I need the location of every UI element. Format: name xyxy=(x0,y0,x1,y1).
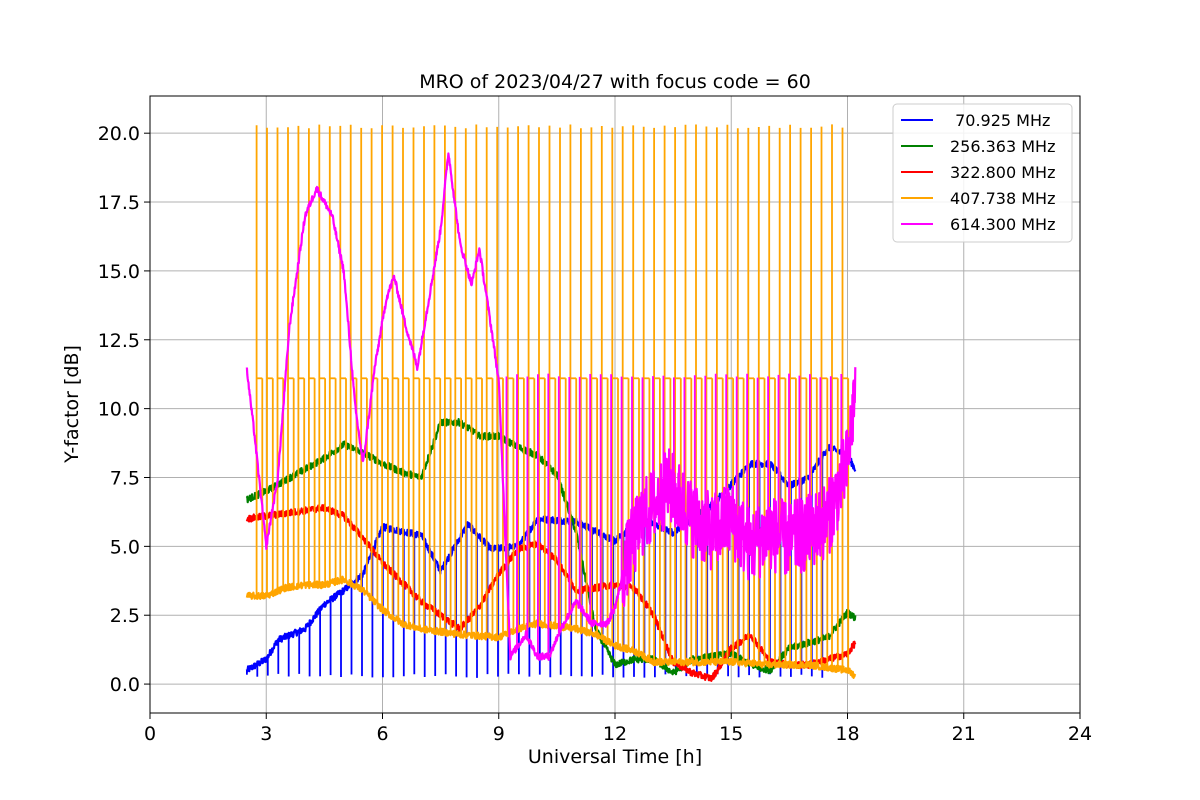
legend: 70.925 MHz 256.363 MHz 322.800 MHz 407.738 … xyxy=(892,103,1073,243)
y-tick-label: 15.0 xyxy=(98,261,140,283)
series-layer xyxy=(245,124,857,682)
series-line-4 xyxy=(245,152,857,661)
x-tick-label: 6 xyxy=(376,723,388,745)
series-4 xyxy=(245,152,857,661)
x-tick-label: 12 xyxy=(603,723,627,745)
y-tick-label: 12.5 xyxy=(98,330,140,352)
y-tick-label: 7.5 xyxy=(110,467,140,489)
legend-label-2: 322.800 MHz xyxy=(950,163,1055,182)
x-tick-label: 24 xyxy=(1068,723,1092,745)
y-axis-label: Y-factor [dB] xyxy=(61,345,83,464)
y-tick-label: 17.5 xyxy=(98,192,140,214)
y-tick-label: 20.0 xyxy=(98,123,140,145)
x-tick-label: 21 xyxy=(952,723,976,745)
x-axis-label: Universal Time [h] xyxy=(528,746,702,768)
legend-label-4: 614.300 MHz xyxy=(950,215,1055,234)
x-tick-label: 3 xyxy=(260,723,272,745)
x-tick-label: 9 xyxy=(493,723,505,745)
x-axis: 0 3 6 9 12 15 18 21 24 xyxy=(144,713,1092,745)
y-tick-label: 0.0 xyxy=(110,674,140,696)
x-tick-label: 15 xyxy=(719,723,743,745)
x-tick-label: 18 xyxy=(835,723,859,745)
series-line-3 xyxy=(245,575,857,679)
y-tick-label: 10.0 xyxy=(98,399,140,421)
chart-title: MRO of 2023/04/27 with focus code = 60 xyxy=(419,71,811,93)
x-tick-label: 0 xyxy=(144,723,156,745)
legend-label-1: 256.363 MHz xyxy=(950,137,1055,156)
y-tick-label: 2.5 xyxy=(110,605,140,627)
y-axis: 0.0 2.5 5.0 7.5 10.0 12.5 15.0 17.5 20.0 xyxy=(98,123,150,696)
y-tick-label: 5.0 xyxy=(110,536,140,558)
legend-box xyxy=(892,103,1073,243)
legend-label-3: 407.738 MHz xyxy=(950,189,1055,208)
legend-label-0: 70.925 MHz xyxy=(950,111,1050,130)
